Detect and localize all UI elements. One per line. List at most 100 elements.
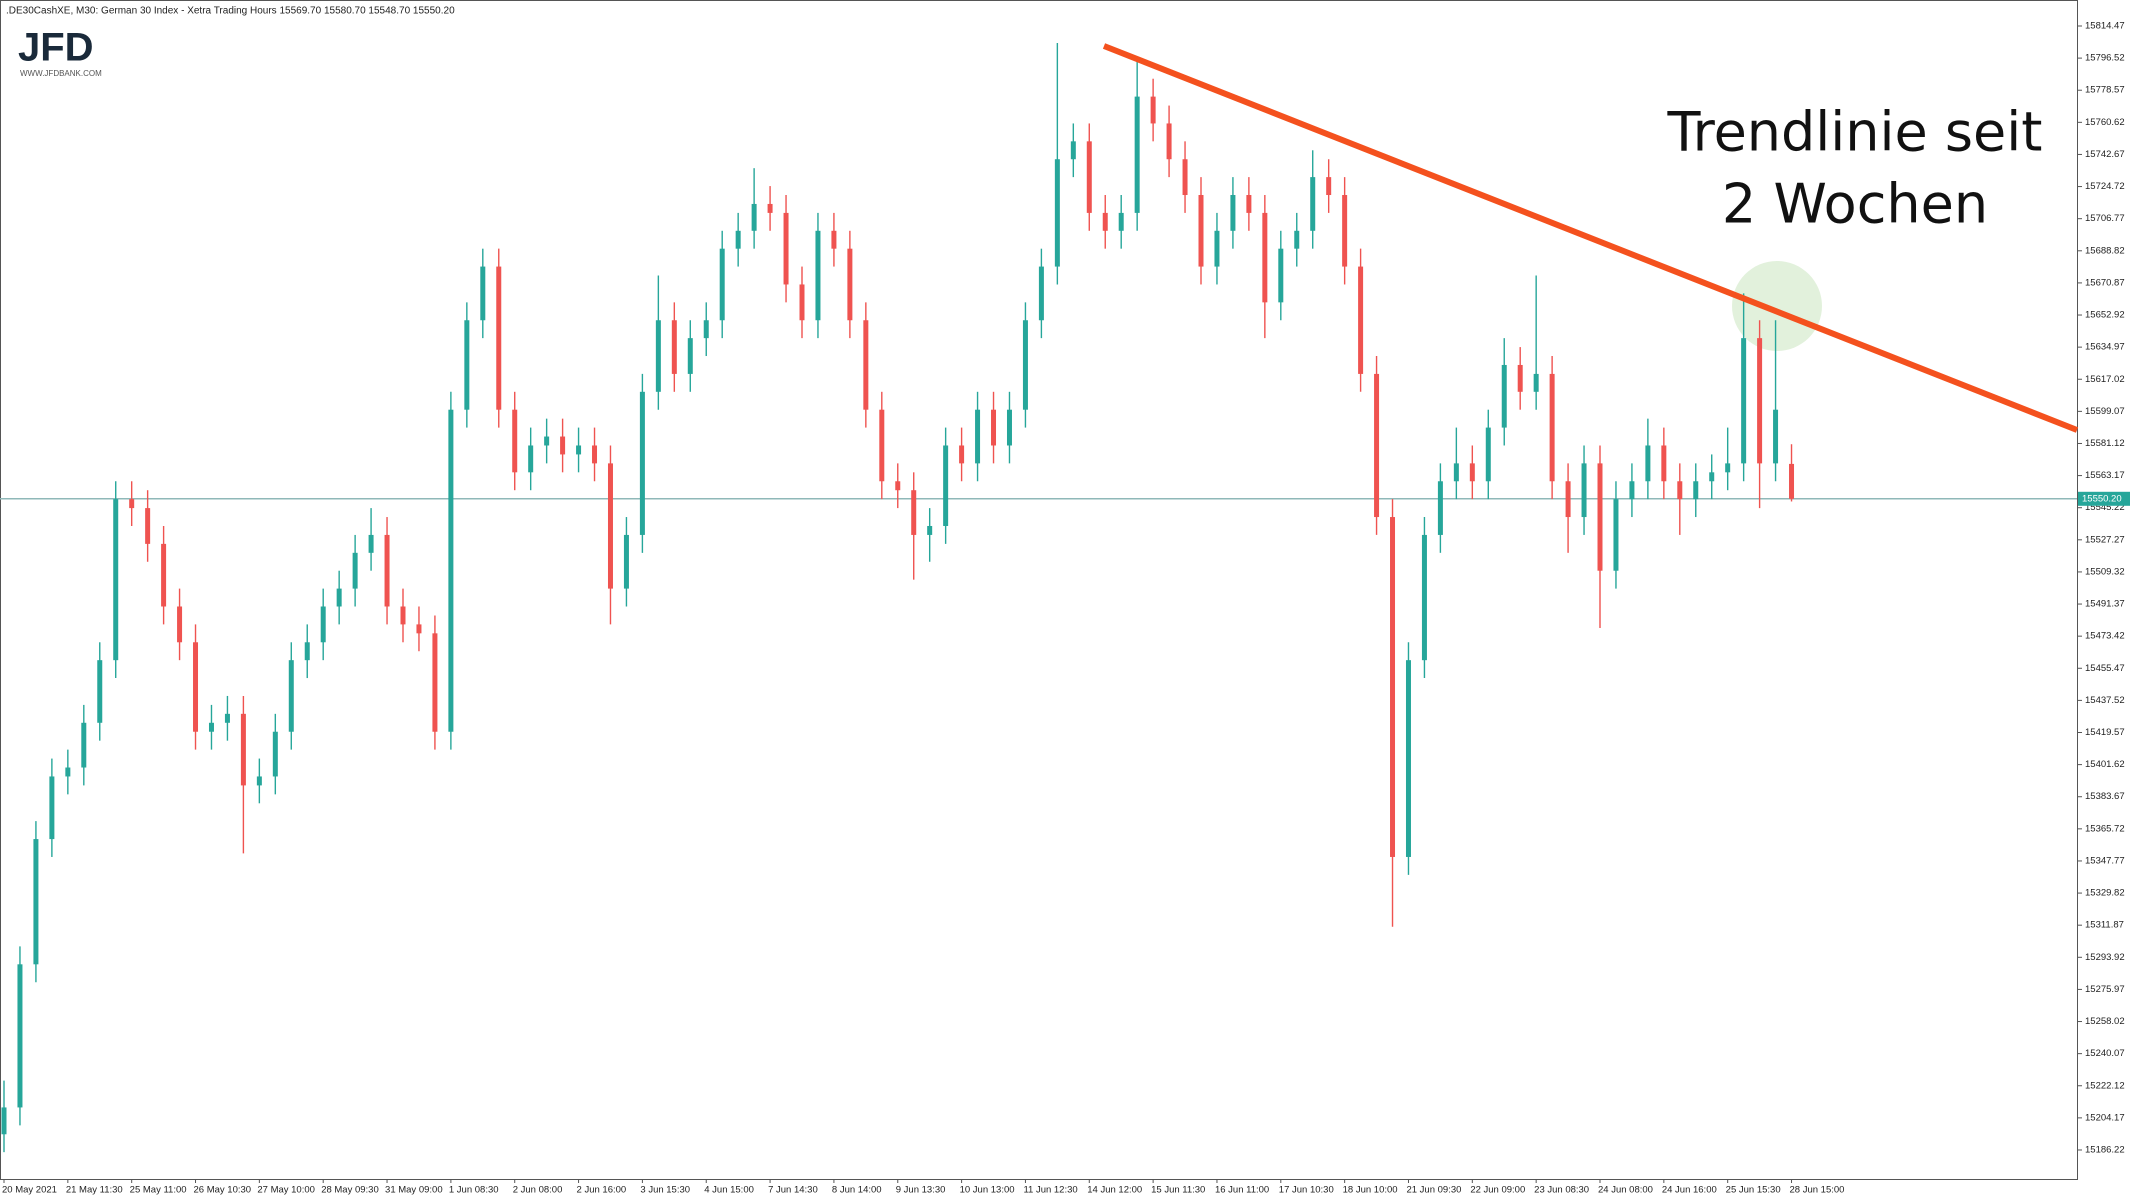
- candle-body: [368, 534, 374, 553]
- candle-body: [1565, 481, 1571, 518]
- y-tick-label: 15509.32: [2085, 566, 2125, 577]
- candle-body: [576, 445, 582, 455]
- x-tick-label: 8 Jun 14:00: [832, 1185, 882, 1196]
- x-tick-label: 28 May 09:30: [321, 1185, 379, 1196]
- candle-body: [1086, 141, 1092, 213]
- y-tick-label: 15599.07: [2085, 406, 2125, 417]
- highlight-circle: [1732, 261, 1822, 351]
- candle-body: [847, 248, 853, 321]
- trendline: [1102, 43, 2079, 433]
- candle-body: [49, 776, 55, 840]
- candle-body: [464, 320, 470, 410]
- y-tick-label: 15311.87: [2085, 920, 2124, 931]
- candle-body: [831, 230, 837, 249]
- candle-body: [1278, 248, 1284, 303]
- logo-url: WWW.JFDBANK.COM: [20, 69, 102, 78]
- y-tick-label: 15383.67: [2085, 791, 2125, 802]
- candle-body: [1390, 517, 1396, 857]
- candle-body: [1741, 338, 1747, 464]
- candle-body: [1006, 409, 1012, 446]
- candle-body: [240, 713, 246, 786]
- candle-body: [1166, 123, 1172, 160]
- candle-body: [719, 248, 725, 321]
- candle-body: [1789, 463, 1795, 499]
- candle-body: [496, 266, 502, 410]
- candle-body: [161, 543, 167, 607]
- chart-header: .DE30CashXE, M30: German 30 Index - Xetr…: [6, 6, 455, 17]
- candle-body: [208, 722, 214, 732]
- candle-body: [1677, 481, 1683, 500]
- candle-body: [193, 642, 199, 732]
- candle-body: [560, 436, 566, 455]
- candle-body: [1485, 427, 1491, 482]
- candle-body: [480, 266, 486, 321]
- candle-body: [1597, 463, 1603, 571]
- x-tick-label: 25 Jun 15:30: [1726, 1185, 1781, 1196]
- candle-body: [1070, 141, 1076, 160]
- candle-body: [1469, 463, 1475, 482]
- candle-body: [177, 606, 183, 643]
- candle-body: [1533, 373, 1539, 392]
- candle-body: [991, 409, 997, 446]
- candle-body: [783, 212, 789, 285]
- x-tick-label: 2 Jun 08:00: [513, 1185, 563, 1196]
- candle-body: [815, 230, 821, 321]
- candle-body: [1374, 373, 1380, 518]
- y-tick-label: 15329.82: [2085, 888, 2125, 899]
- x-tick-label: 28 Jun 15:00: [1790, 1185, 1845, 1196]
- candle-body: [1358, 266, 1364, 374]
- y-tick-label: 15652.92: [2085, 310, 2125, 321]
- candle-body: [879, 409, 885, 482]
- candle-body: [224, 713, 230, 723]
- candle-body: [416, 624, 422, 634]
- y-tick-label: 15204.17: [2085, 1112, 2125, 1123]
- y-tick-label: 15742.67: [2085, 149, 2125, 160]
- x-tick-label: 24 Jun 08:00: [1598, 1185, 1653, 1196]
- candle-body: [1437, 481, 1443, 535]
- y-tick-label: 15437.52: [2085, 695, 2125, 706]
- candle-body: [1262, 212, 1268, 303]
- y-tick-label: 15796.52: [2085, 53, 2125, 64]
- x-tick-label: 23 Jun 08:30: [1534, 1185, 1589, 1196]
- candle-body: [352, 552, 358, 589]
- logo: JFD: [18, 26, 94, 70]
- x-tick-label: 10 Jun 13:00: [960, 1185, 1015, 1196]
- plot-frame: [0, 0, 2078, 1180]
- candle-body: [1230, 195, 1236, 231]
- candle-body: [1517, 364, 1523, 392]
- candle-body: [1421, 534, 1427, 661]
- candle-body: [1246, 195, 1252, 213]
- x-tick-label: 24 Jun 16:00: [1662, 1185, 1717, 1196]
- candle-body: [288, 660, 294, 732]
- candle-body: [1405, 660, 1411, 857]
- x-tick-label: 1 Jun 08:30: [449, 1185, 499, 1196]
- candle-body: [256, 776, 262, 786]
- x-tick-label: 11 Jun 12:30: [1023, 1185, 1077, 1196]
- y-tick-label: 15778.57: [2085, 85, 2125, 96]
- y-tick-label: 15473.42: [2085, 631, 2125, 642]
- current-price-label: 15550.20: [2082, 493, 2122, 504]
- y-tick-label: 15365.72: [2085, 823, 2125, 834]
- candle-body: [863, 320, 869, 410]
- x-tick-label: 16 Jun 11:00: [1215, 1185, 1269, 1196]
- y-tick-label: 15634.97: [2085, 342, 2125, 353]
- candle-body: [1134, 96, 1140, 213]
- candle-body: [17, 964, 23, 1108]
- x-tick-label: 17 Jun 10:30: [1279, 1185, 1334, 1196]
- annotation: 2 Wochen: [1722, 173, 1988, 236]
- y-tick-label: 15258.02: [2085, 1016, 2125, 1027]
- x-tick-label: 22 Jun 09:00: [1470, 1185, 1525, 1196]
- candle-body: [703, 320, 709, 339]
- candle-body: [1310, 177, 1316, 231]
- candle-body: [975, 409, 981, 464]
- y-tick-label: 15760.62: [2085, 117, 2125, 128]
- y-tick-label: 15401.62: [2085, 759, 2125, 770]
- candle-body: [1022, 320, 1028, 410]
- candle-body: [528, 445, 534, 473]
- candle-body: [1, 1107, 7, 1135]
- candle-body: [1294, 230, 1300, 249]
- x-tick-label: 2 Jun 16:00: [577, 1185, 627, 1196]
- y-tick-label: 15419.57: [2085, 727, 2125, 738]
- candle-body: [1773, 409, 1779, 464]
- candle-body: [639, 391, 645, 535]
